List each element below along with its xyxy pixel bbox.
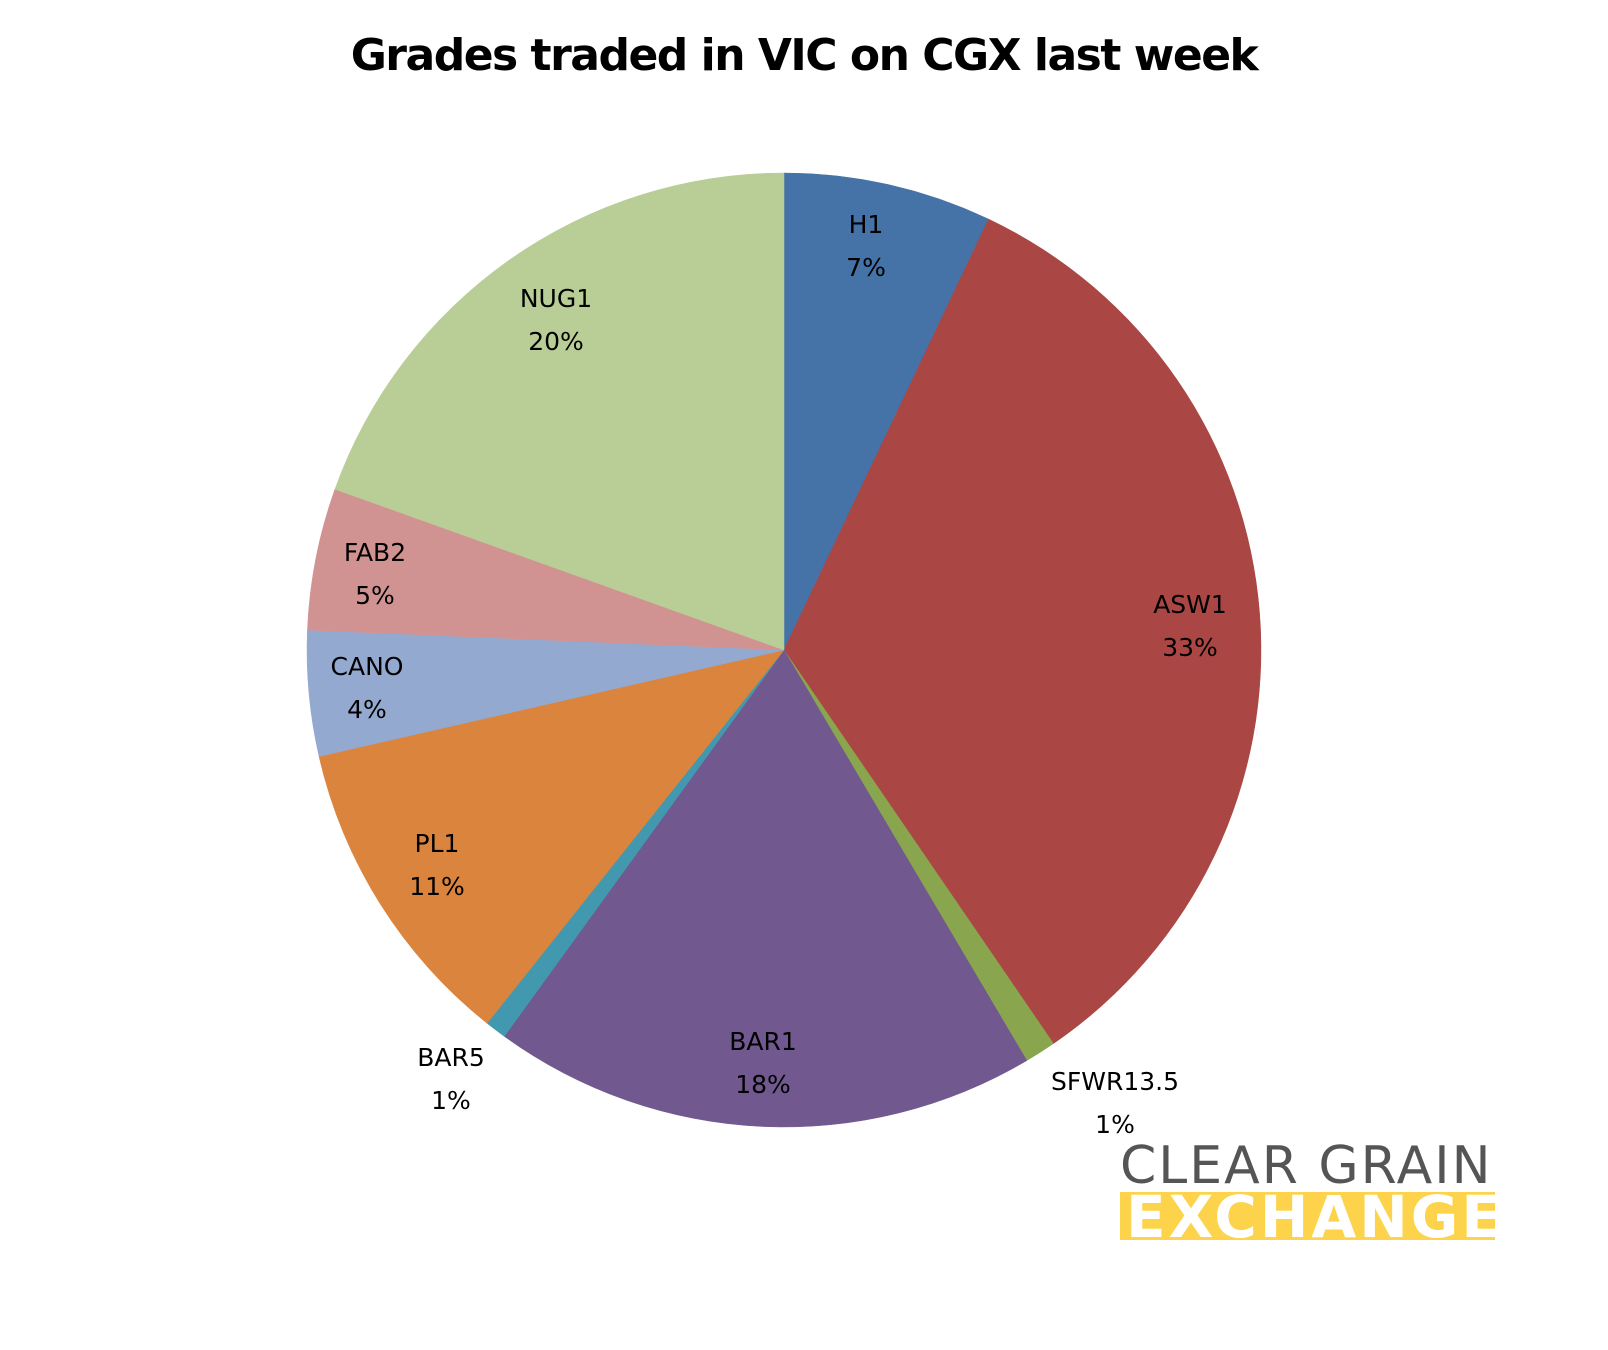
- logo-line-2: EXCHANGE: [1126, 1192, 1495, 1240]
- slice-percentage: 20%: [528, 327, 584, 356]
- slice-name: PL1: [414, 829, 460, 858]
- slice-name: CANO: [330, 652, 404, 681]
- slice-percentage: 5%: [355, 581, 395, 610]
- data-label-bar5: BAR5 1%: [417, 1036, 485, 1122]
- pie-slice-pl1: [318, 649, 785, 1024]
- pie-slice-asw1: [783, 218, 1262, 1044]
- slice-name: BAR5: [417, 1043, 485, 1072]
- slice-name: SFWR13.5: [1050, 1067, 1180, 1096]
- data-label-pl1: PL1 11%: [409, 822, 465, 908]
- slice-percentage: 11%: [409, 872, 465, 901]
- slice-percentage: 1%: [431, 1086, 471, 1115]
- slice-percentage: 1%: [1095, 1110, 1135, 1139]
- slice-percentage: 33%: [1162, 633, 1218, 662]
- slice-percentage: 4%: [347, 695, 387, 724]
- clear-grain-exchange-logo: CLEAR GRAIN EXCHANGE: [1120, 1140, 1495, 1240]
- pie-slice-bar1: [503, 649, 1028, 1128]
- slice-name: BAR1: [729, 1027, 797, 1056]
- logo-line-1: CLEAR GRAIN: [1120, 1136, 1493, 1196]
- pie-slice-h1: [783, 172, 989, 651]
- logo-band: EXCHANGE: [1120, 1192, 1495, 1240]
- data-label-cano: CANO 4%: [331, 645, 404, 731]
- data-label-bar1: BAR1 18%: [729, 1020, 797, 1106]
- slice-name: ASW1: [1153, 590, 1227, 619]
- data-label-nug1: NUG1 20%: [520, 277, 592, 363]
- data-label-asw1: ASW1 33%: [1153, 583, 1227, 669]
- slice-name: FAB2: [343, 538, 407, 567]
- pie-slice-nug1: [334, 172, 785, 651]
- slice-name: H1: [848, 210, 884, 239]
- data-label-sfwr13-5: SFWR13.5 1%: [1051, 1060, 1179, 1146]
- slice-percentage: 7%: [846, 253, 886, 282]
- slice-name: NUG1: [519, 284, 593, 313]
- data-label-fab2: FAB2 5%: [344, 531, 406, 617]
- chart-title: Grades traded in VIC on CGX last week: [350, 30, 1259, 81]
- data-label-h1: H1 7%: [846, 203, 886, 289]
- slice-percentage: 18%: [735, 1070, 791, 1099]
